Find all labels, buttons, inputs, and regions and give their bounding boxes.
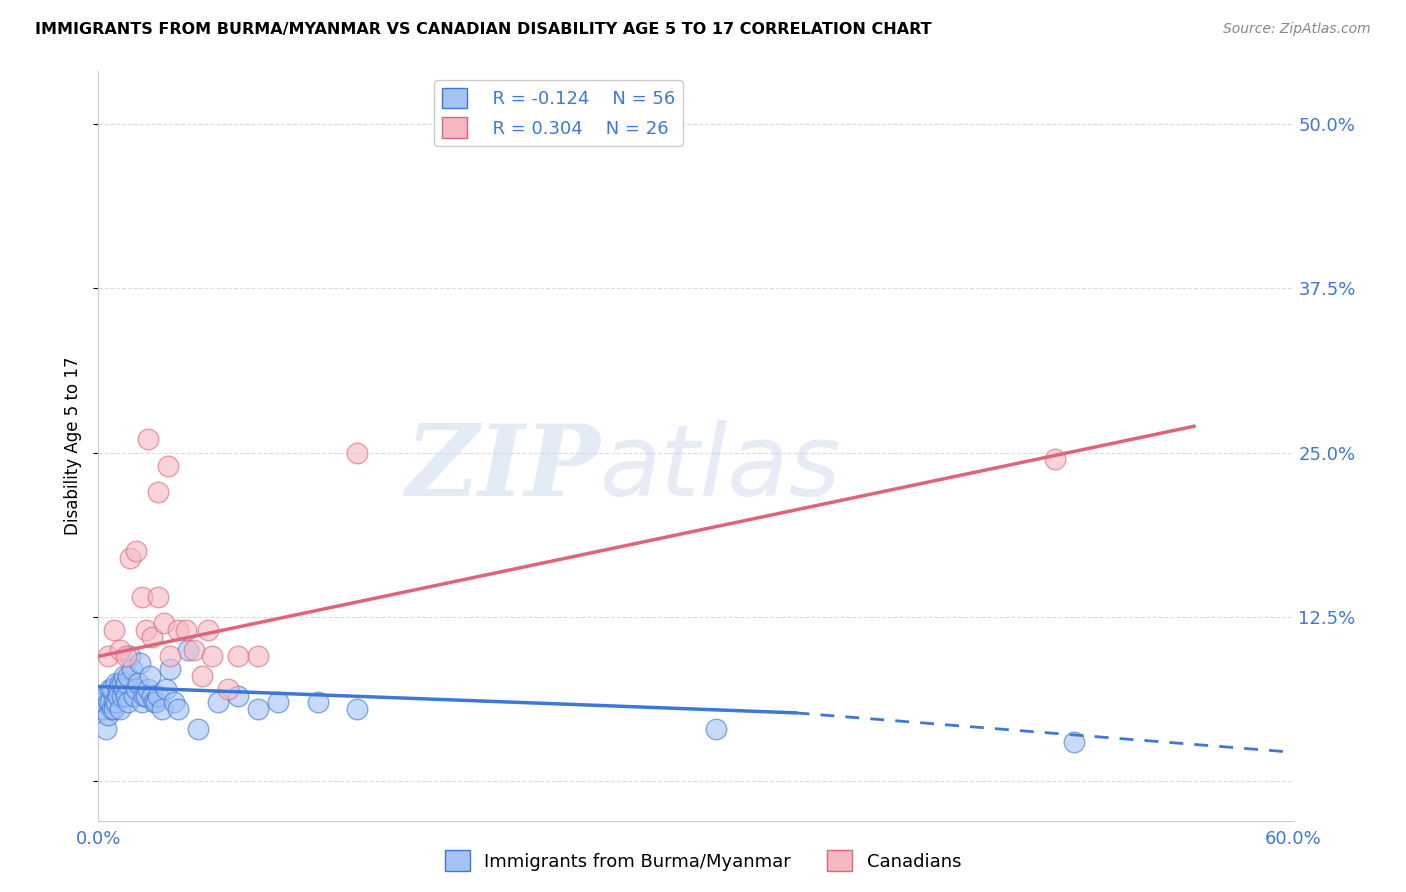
Point <box>1043 452 1066 467</box>
Point <box>131 695 153 709</box>
Point <box>101 702 124 716</box>
Point <box>226 649 249 664</box>
Point <box>226 689 249 703</box>
Point <box>1063 735 1085 749</box>
Point <box>136 433 159 447</box>
Point <box>267 695 290 709</box>
Point <box>121 663 143 677</box>
Point <box>139 669 162 683</box>
Legend: Immigrants from Burma/Myanmar, Canadians: Immigrants from Burma/Myanmar, Canadians <box>437 843 969 879</box>
Point <box>111 689 134 703</box>
Point <box>127 675 149 690</box>
Point <box>187 722 209 736</box>
Point <box>103 702 125 716</box>
Legend:   R = -0.124    N = 56,   R = 0.304    N = 26: R = -0.124 N = 56, R = 0.304 N = 26 <box>434 80 683 145</box>
Text: ZIP: ZIP <box>405 420 600 516</box>
Point <box>115 675 138 690</box>
Point <box>135 689 157 703</box>
Point <box>97 695 120 709</box>
Text: Source: ZipAtlas.com: Source: ZipAtlas.com <box>1223 22 1371 37</box>
Point <box>155 682 177 697</box>
Point <box>96 689 118 703</box>
Point <box>167 702 190 716</box>
Point <box>124 689 146 703</box>
Point <box>131 590 153 604</box>
Point <box>115 689 138 703</box>
Text: atlas: atlas <box>600 420 842 517</box>
Point <box>141 630 163 644</box>
Point <box>125 682 148 697</box>
Point <box>125 544 148 558</box>
Point <box>183 642 205 657</box>
Point <box>174 623 197 637</box>
Point <box>117 669 139 683</box>
Point <box>103 695 125 709</box>
Point <box>141 689 163 703</box>
Point <box>110 675 132 690</box>
Point <box>98 695 122 709</box>
Point <box>111 675 134 690</box>
Point <box>93 695 115 709</box>
Point <box>105 695 128 709</box>
Point <box>150 702 173 716</box>
Point <box>197 623 219 637</box>
Y-axis label: Disability Age 5 to 17: Disability Age 5 to 17 <box>65 357 83 535</box>
Point <box>148 590 170 604</box>
Point <box>96 722 118 736</box>
Point <box>105 675 128 690</box>
Point <box>148 689 170 703</box>
Point <box>91 702 114 716</box>
Point <box>153 616 176 631</box>
Point <box>136 682 159 697</box>
Point <box>117 695 139 709</box>
Point <box>217 682 239 697</box>
Point <box>346 445 368 459</box>
Point <box>110 702 132 716</box>
Point <box>148 485 170 500</box>
Point <box>307 695 329 709</box>
Point <box>145 695 167 709</box>
Text: IMMIGRANTS FROM BURMA/MYANMAR VS CANADIAN DISABILITY AGE 5 TO 17 CORRELATION CHA: IMMIGRANTS FROM BURMA/MYANMAR VS CANADIA… <box>35 22 932 37</box>
Point <box>143 695 166 709</box>
Point <box>112 682 135 697</box>
Point <box>159 663 181 677</box>
Point <box>97 649 120 664</box>
Point <box>167 623 190 637</box>
Point <box>110 642 132 657</box>
Point <box>129 656 152 670</box>
Point <box>246 649 269 664</box>
Point <box>101 682 124 697</box>
Point <box>98 682 122 697</box>
Point <box>704 722 727 736</box>
Point <box>107 689 129 703</box>
Point <box>103 623 125 637</box>
Point <box>120 649 142 664</box>
Point <box>159 649 181 664</box>
Point <box>177 642 200 657</box>
Point <box>191 669 214 683</box>
Point <box>163 695 186 709</box>
Point <box>346 702 368 716</box>
Point <box>97 708 120 723</box>
Point <box>134 689 156 703</box>
Point <box>120 550 142 565</box>
Point <box>112 669 135 683</box>
Point <box>115 649 138 664</box>
Point <box>207 695 229 709</box>
Point <box>135 623 157 637</box>
Point <box>246 702 269 716</box>
Point <box>201 649 224 664</box>
Point <box>107 682 129 697</box>
Point <box>157 458 180 473</box>
